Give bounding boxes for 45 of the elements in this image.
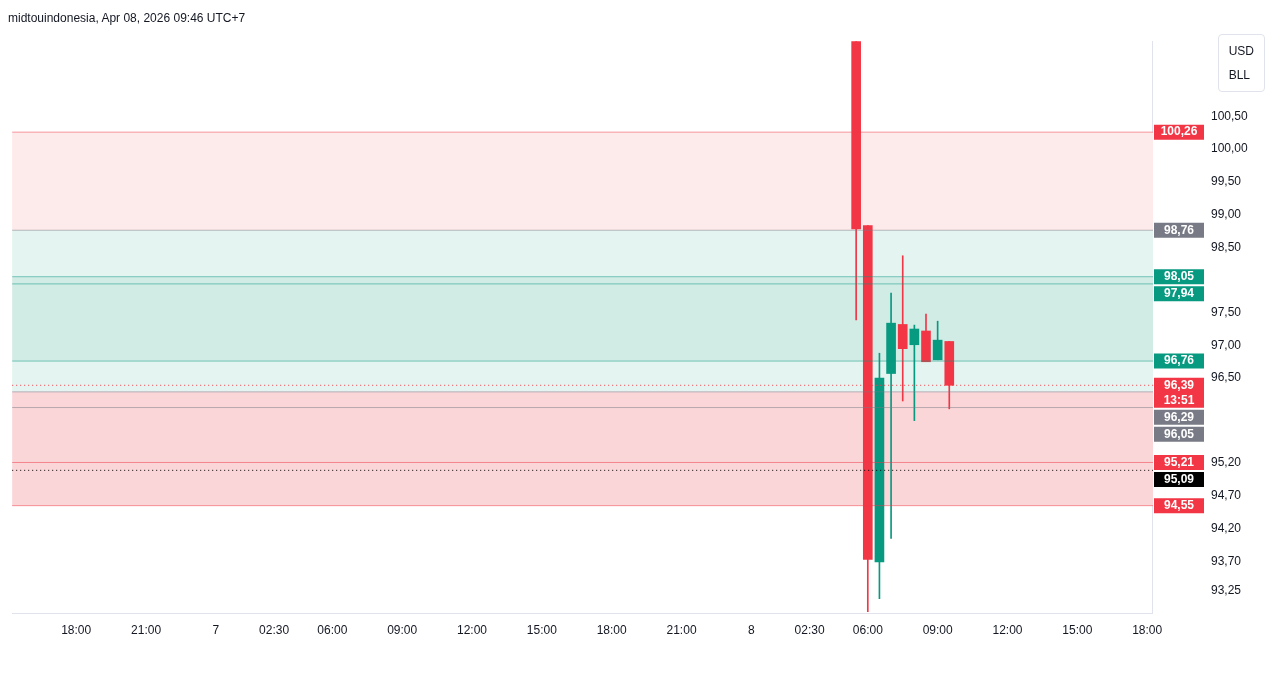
ref-line-label: 94,55 [1163, 497, 1195, 512]
y-tick-label: 100,50 [1211, 108, 1249, 123]
ref-line-label: 97,94 [1163, 286, 1195, 301]
y-tick-label: 98,50 [1211, 239, 1242, 254]
candlestick [886, 292, 896, 539]
y-tick-label: 93,25 [1211, 583, 1242, 598]
x-tick-label: 09:00 [922, 623, 953, 638]
x-tick-label: 21:00 [131, 623, 162, 638]
x-tick-label: 18:00 [1132, 623, 1163, 638]
x-tick-label: 18:00 [61, 623, 92, 638]
x-tick-label: 21:00 [666, 623, 697, 638]
y-tick-label: 99,50 [1211, 174, 1242, 189]
x-tick-label: 12:00 [992, 623, 1023, 638]
y-tick-label: 95,20 [1211, 455, 1242, 470]
x-tick-label: 06:00 [852, 623, 884, 638]
y-tick-label: 99,00 [1211, 206, 1242, 221]
y-tick-label: 97,50 [1211, 304, 1242, 319]
y-tick-label: 94,20 [1211, 520, 1242, 535]
y-tick-label: 96,50 [1211, 370, 1242, 385]
y-tick-label: 93,70 [1211, 553, 1242, 568]
x-tick-label: 06:00 [317, 623, 348, 638]
y-tick-label: 94,70 [1211, 488, 1242, 503]
ref-line-label: 100,26 [1160, 124, 1198, 139]
chart-title: midtouindonesia, Apr 08, 2026 09:46 UTC+7 [8, 10, 247, 27]
x-tick-label: 18:00 [596, 623, 628, 638]
y-tick-label: 97,00 [1211, 337, 1242, 352]
x-tick-label: 15:00 [1062, 623, 1093, 638]
x-tick-label: 12:00 [456, 623, 488, 638]
x-tick-label: 7 [212, 623, 220, 638]
ref-line-label: 98,05 [1163, 269, 1195, 284]
x-tick-label: 09:00 [387, 623, 418, 638]
legend-label: 96,05 [1163, 426, 1195, 441]
text: USD [1228, 43, 1254, 60]
ref-line-label: 96,39 13:51 [1163, 377, 1195, 407]
x-tick-label: 8 [748, 623, 756, 638]
x-tick-label: 02:30 [259, 623, 290, 638]
ref-line-label: 95,21 [1163, 454, 1195, 469]
y-tick-label: 100,00 [1211, 141, 1249, 156]
ref-line-label: 96,29 [1163, 409, 1195, 424]
x-tick-label: 02:30 [794, 623, 825, 638]
ref-line-label: 98,76 [1163, 222, 1195, 237]
ref-line-label: 95,09 [1163, 471, 1195, 486]
ref-line-label: 96,76 [1163, 353, 1195, 368]
text: BLL [1228, 67, 1251, 84]
x-tick-label: 15:00 [526, 623, 558, 638]
